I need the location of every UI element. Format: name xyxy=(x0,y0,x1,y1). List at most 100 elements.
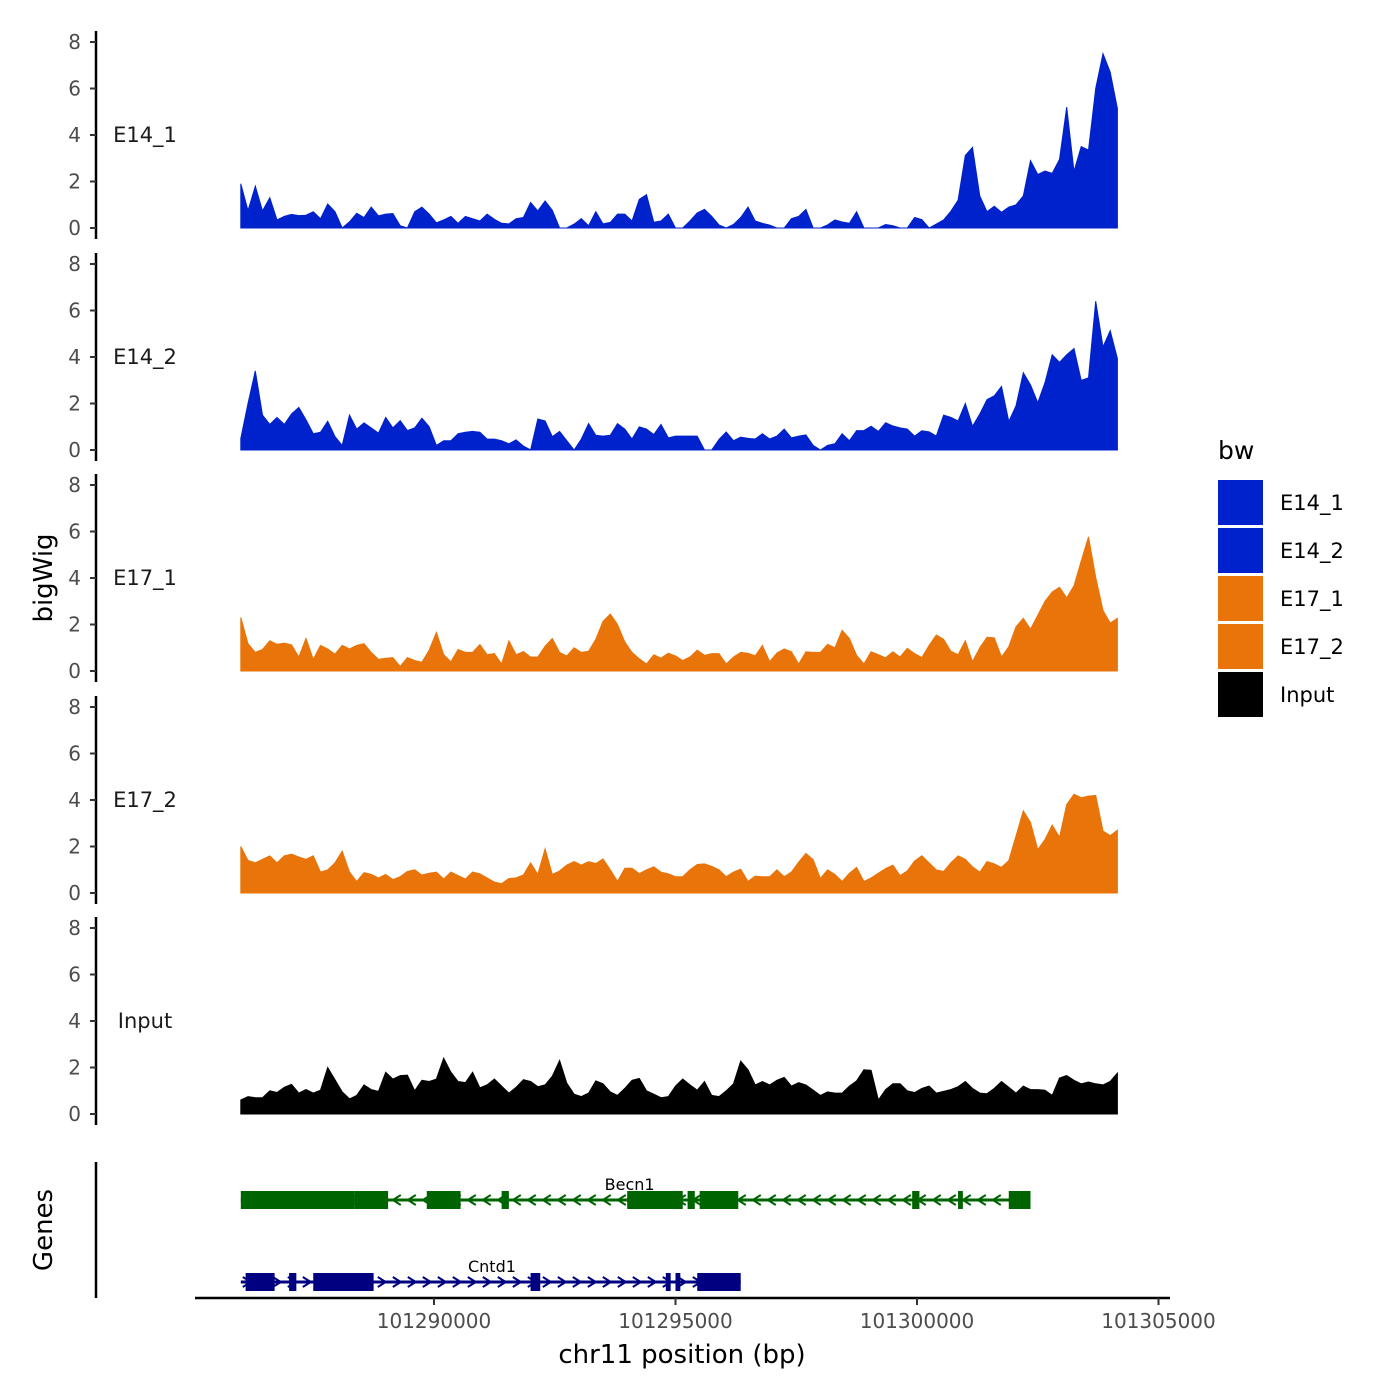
track-panel-input: 0 2 4 6 8 Input xyxy=(68,916,1118,1126)
y-tick-label: 8 xyxy=(68,916,81,940)
y-tick-label: 4 xyxy=(68,788,81,812)
strand-arrow xyxy=(405,1194,417,1206)
strand-arrow xyxy=(795,1194,807,1206)
y-tick-label: 6 xyxy=(68,77,81,101)
y-tick-label: 2 xyxy=(68,392,81,416)
strand-arrow xyxy=(452,1276,463,1288)
signal-area-e14_2 xyxy=(240,301,1118,451)
gene-exon xyxy=(665,1273,671,1291)
strand-arrow xyxy=(570,1194,582,1206)
strand-arrow xyxy=(497,1276,508,1288)
gene-exon xyxy=(1008,1191,1017,1209)
y-tick-label: 2 xyxy=(68,835,81,859)
strand-arrow xyxy=(467,1276,478,1288)
legend-label-e14_2: E14_2 xyxy=(1280,539,1344,564)
gene-exon xyxy=(530,1273,541,1291)
strand-arrow xyxy=(407,1276,418,1288)
strand-arrow xyxy=(572,1276,583,1288)
strand-arrow xyxy=(480,1194,492,1206)
y-tick-label: 8 xyxy=(68,30,81,54)
strand-arrow xyxy=(585,1194,597,1206)
strand-arrow xyxy=(390,1194,402,1206)
gene-exon xyxy=(313,1273,374,1291)
strand-arrow xyxy=(780,1194,792,1206)
genes-axis-title: Genes xyxy=(29,1189,59,1271)
strand-arrow xyxy=(542,1276,553,1288)
strand-arrow xyxy=(677,1276,688,1288)
gene-exon xyxy=(501,1191,509,1209)
strand-arrow xyxy=(855,1194,867,1206)
legend-label-e14_1: E14_1 xyxy=(1280,491,1344,516)
strand-arrow xyxy=(900,1194,912,1206)
gene-exon xyxy=(687,1191,695,1209)
y-tick-label: 6 xyxy=(68,520,81,544)
facet-label-e14_2: E14_2 xyxy=(113,345,177,370)
facet-label-e17_1: E17_1 xyxy=(113,566,177,591)
track-panel-e17_1: 0 2 4 6 8 E17_1 xyxy=(68,473,1118,683)
gene-exon xyxy=(912,1191,920,1209)
strand-arrow xyxy=(377,1276,388,1288)
y-tick-label: 6 xyxy=(68,742,81,766)
strand-arrow xyxy=(600,1194,612,1206)
legend-swatch-e17_2 xyxy=(1218,624,1263,669)
strand-arrow xyxy=(647,1276,658,1288)
legend-label-e17_1: E17_1 xyxy=(1280,587,1344,612)
y-tick-label: 0 xyxy=(68,216,81,240)
y-tick-label: 8 xyxy=(68,473,81,497)
y-tick-label: 4 xyxy=(68,566,81,590)
legend-swatch-e17_1 xyxy=(1218,576,1263,621)
y-tick-label: 4 xyxy=(68,1009,81,1033)
y-tick-label: 8 xyxy=(68,695,81,719)
signal-area-e17_2 xyxy=(240,793,1118,894)
x-axis: chr11 position (bp) 101290000 101295000 10… xyxy=(195,1296,1216,1370)
legend-label-input: Input xyxy=(1280,683,1334,707)
y-tick-label: 2 xyxy=(68,613,81,637)
gene-label-cntd1: Cntd1 xyxy=(468,1257,516,1276)
facet-label-input: Input xyxy=(118,1009,172,1033)
strand-arrow xyxy=(617,1276,628,1288)
y-tick-label: 8 xyxy=(68,252,81,276)
gene-exon xyxy=(699,1191,739,1209)
signal-area-input xyxy=(240,1056,1118,1115)
strand-arrow xyxy=(512,1276,523,1288)
y-tick-label: 0 xyxy=(68,438,81,462)
x-axis-title: chr11 position (bp) xyxy=(558,1340,805,1370)
strand-arrow xyxy=(632,1276,643,1288)
y-tick-label: 6 xyxy=(68,299,81,323)
strand-arrow xyxy=(945,1194,957,1206)
gene-exon xyxy=(627,1191,683,1209)
gene-exon xyxy=(958,1191,963,1209)
gene-track: Genes Becn1 Cntd1 xyxy=(29,1162,1031,1298)
strand-arrow xyxy=(930,1194,942,1206)
y-axis-title: bigWig xyxy=(29,533,59,622)
strand-arrow xyxy=(510,1194,522,1206)
strand-arrow xyxy=(437,1276,448,1288)
track-panel-e14_1: 0 2 4 6 8 E14_1 xyxy=(68,30,1118,240)
facet-label-e17_2: E17_2 xyxy=(113,788,177,813)
strand-arrow xyxy=(885,1194,897,1206)
y-tick-label: 4 xyxy=(68,345,81,369)
strand-arrow xyxy=(750,1194,762,1206)
strand-arrow xyxy=(557,1276,568,1288)
strand-arrow xyxy=(422,1276,433,1288)
x-tick-label: 101305000 xyxy=(1101,1309,1216,1333)
gene-exon xyxy=(240,1191,355,1209)
strand-arrow xyxy=(392,1276,403,1288)
gene-becn1: Becn1 xyxy=(240,1175,1031,1209)
legend-title: bw xyxy=(1218,436,1254,465)
strand-arrow xyxy=(525,1194,537,1206)
gene-exon xyxy=(1016,1191,1031,1209)
strand-arrow xyxy=(540,1194,552,1206)
y-tick-label: 6 xyxy=(68,963,81,987)
legend-label-e17_2: E17_2 xyxy=(1280,635,1344,660)
strand-arrow xyxy=(662,1276,673,1288)
track-panel-e17_2: 0 2 4 6 8 E17_2 xyxy=(68,695,1118,905)
x-tick-label: 101295000 xyxy=(618,1309,733,1333)
gene-exon xyxy=(289,1273,297,1291)
y-tick-label: 4 xyxy=(68,123,81,147)
strand-arrow xyxy=(975,1194,987,1206)
legend-swatch-input xyxy=(1218,672,1263,717)
legend-swatch-e14_2 xyxy=(1218,528,1263,573)
gene-exon xyxy=(245,1273,275,1291)
